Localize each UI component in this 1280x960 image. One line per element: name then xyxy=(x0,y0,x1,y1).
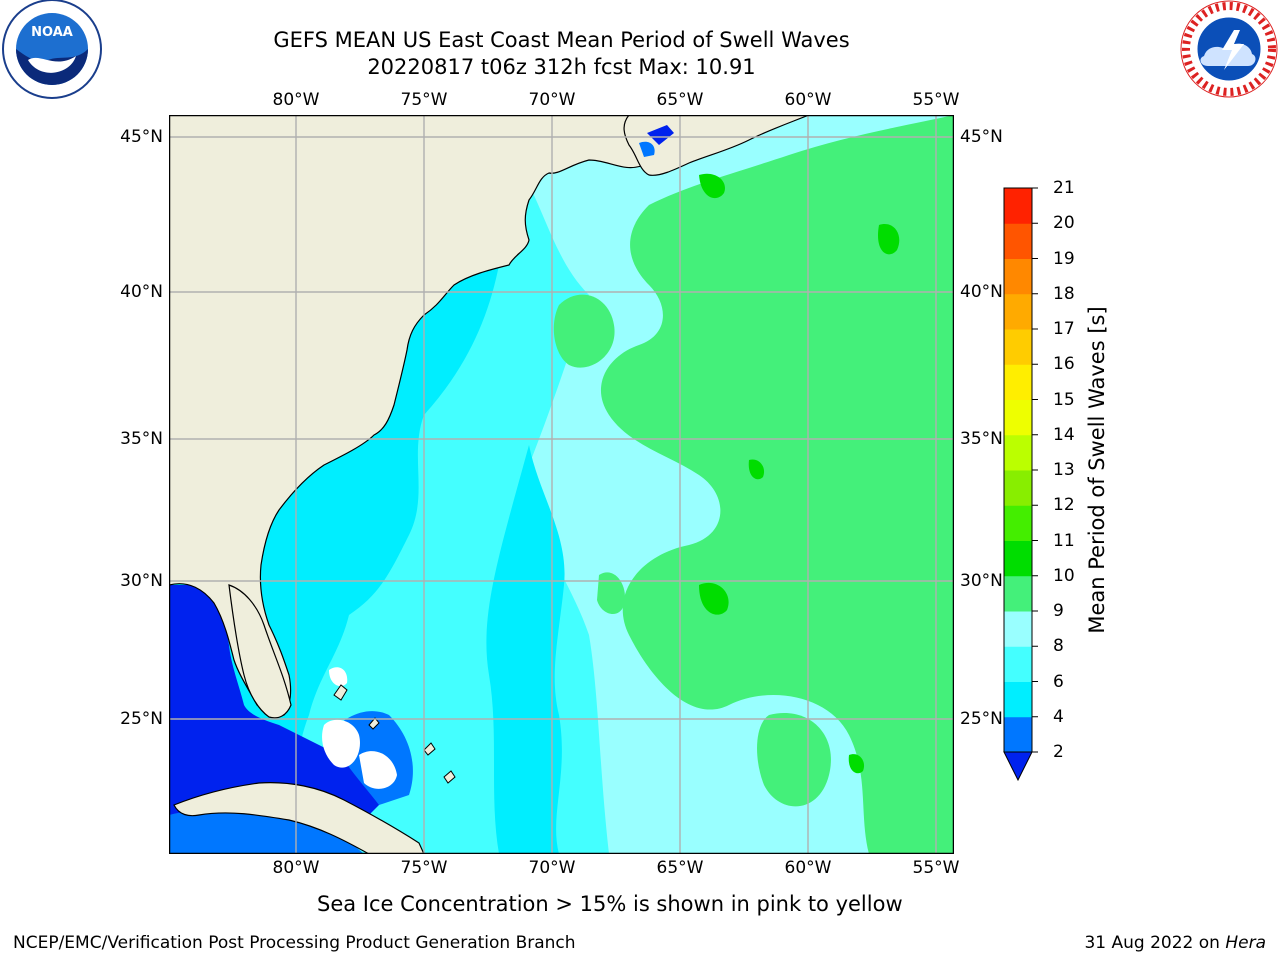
lon-label: 65°W xyxy=(656,90,704,110)
lon-label: 60°W xyxy=(784,90,832,110)
colorbar-bin xyxy=(1004,505,1032,541)
noaa-logo-icon: NOAA xyxy=(2,0,102,99)
colorbar-bin xyxy=(1004,611,1032,647)
lat-label: 30°N xyxy=(120,571,163,591)
colorbar-tick-label: 15 xyxy=(1053,389,1075,410)
lat-label: 45°N xyxy=(960,127,1003,147)
colorbar-tick-label: 17 xyxy=(1053,319,1075,339)
map-title: GEFS MEAN US East Coast Mean Period of S… xyxy=(273,28,850,52)
colorbar-tick-label: 8 xyxy=(1053,636,1064,657)
colorbar-tick-label: 11 xyxy=(1053,530,1075,551)
lat-label: 35°N xyxy=(960,429,1003,449)
lon-label: 80°W xyxy=(272,858,320,878)
colorbar xyxy=(1003,187,1038,782)
colorbar-bin xyxy=(1004,575,1032,612)
map-graticule xyxy=(169,115,954,854)
lat-label: 30°N xyxy=(960,571,1003,591)
colorbar-tick-label: 12 xyxy=(1053,495,1075,516)
shallow-no-data-area xyxy=(322,667,397,789)
colorbar-bin xyxy=(1004,188,1032,224)
lon-label: 65°W xyxy=(656,858,704,878)
lat-label: 35°N xyxy=(120,429,163,449)
lon-label: 70°W xyxy=(528,90,576,110)
map-subtitle: 20220817 t06z 312h fcst Max: 10.91 xyxy=(367,55,756,79)
ocean-layer-2-4s xyxy=(169,585,389,854)
colorbar-tick-label: 16 xyxy=(1053,354,1075,375)
colorbar-tick-label: 14 xyxy=(1053,424,1075,445)
lon-label: 55°W xyxy=(912,90,960,110)
lat-label: 40°N xyxy=(120,282,163,302)
colorbar-tick-label: 10 xyxy=(1053,565,1075,586)
colorbar-bin xyxy=(1004,329,1032,365)
land-cuba xyxy=(173,782,425,854)
lon-label: 55°W xyxy=(912,858,960,878)
noaa-logo-text: NOAA xyxy=(31,25,73,40)
lon-label: 75°W xyxy=(400,858,448,878)
ocean-layer-9-10s xyxy=(600,115,954,854)
colorbar-tick-label: 20 xyxy=(1053,213,1075,234)
footer-host: Hera xyxy=(1225,933,1266,953)
colorbar-bin xyxy=(1004,223,1032,259)
colorbar-bin xyxy=(1004,681,1032,718)
colorbar-bin xyxy=(1004,434,1032,471)
lon-label: 75°W xyxy=(400,90,448,110)
footer-credit: NCEP/EMC/Verification Post Processing Pr… xyxy=(13,933,576,953)
colorbar-bin xyxy=(1004,364,1032,400)
footer-date-text: 31 Aug 2022 on xyxy=(1084,933,1226,953)
colorbar-tick-label: 4 xyxy=(1053,706,1064,727)
colorbar-tick-label: 9 xyxy=(1053,601,1064,621)
colorbar-bin xyxy=(1004,258,1032,295)
map-frame xyxy=(169,115,954,854)
colorbar-bin xyxy=(1004,540,1032,577)
colorbar-bin xyxy=(1004,716,1032,753)
colorbar-tick-label: 13 xyxy=(1053,460,1075,480)
colorbar-tick-label: 2 xyxy=(1053,742,1064,762)
colorbar-bin xyxy=(1004,293,1032,330)
colorbar-bin xyxy=(1004,399,1032,436)
colorbar-tick-label: 19 xyxy=(1053,248,1075,269)
lat-label: 45°N xyxy=(120,127,163,147)
swell-period-map xyxy=(169,115,954,854)
colorbar-tick-label: 18 xyxy=(1053,283,1075,304)
lat-label: 40°N xyxy=(960,282,1003,302)
colorbar-extend-triangle xyxy=(1003,751,1033,782)
lat-label: 25°N xyxy=(960,709,1003,729)
nws-logo-icon xyxy=(1180,0,1278,98)
lat-label: 25°N xyxy=(120,709,163,729)
colorbar-label: Mean Period of Swell Waves [s] xyxy=(1085,306,1109,634)
lon-label: 70°W xyxy=(528,858,576,878)
lon-label: 80°W xyxy=(272,90,320,110)
ocean-layer-10-11s xyxy=(699,173,900,774)
colorbar-bin xyxy=(1004,646,1032,682)
colorbar-tick-label: 21 xyxy=(1053,178,1075,198)
footer-date: 31 Aug 2022 on Hera xyxy=(1084,932,1266,954)
lon-label: 60°W xyxy=(784,858,832,878)
colorbar-bin xyxy=(1004,470,1032,506)
sea-ice-caption: Sea Ice Concentration > 15% is shown in … xyxy=(317,892,903,916)
colorbar-tick-label: 6 xyxy=(1053,671,1064,692)
